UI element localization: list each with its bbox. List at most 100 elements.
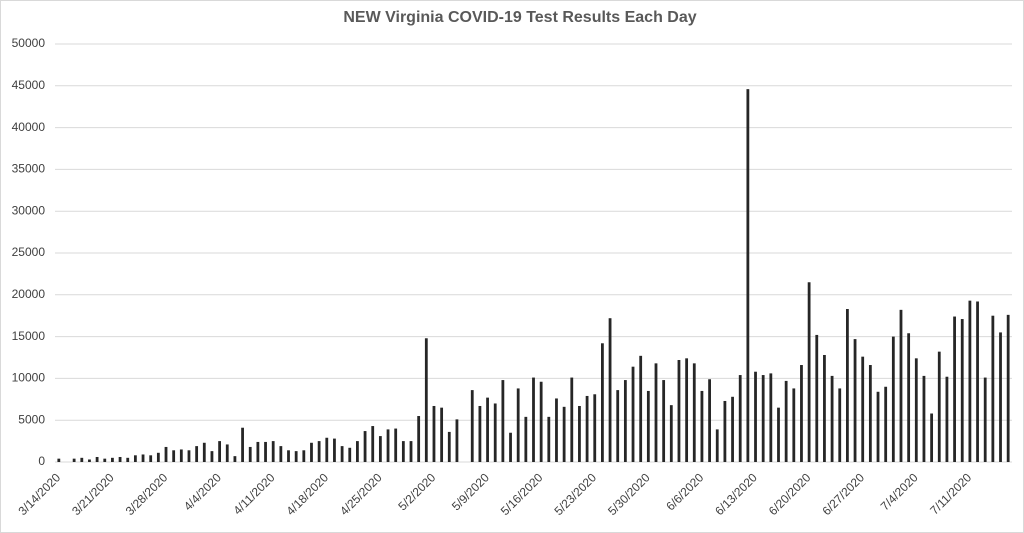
bar [593, 394, 597, 462]
bar [156, 452, 160, 462]
bar [509, 432, 512, 462]
bar [88, 459, 91, 462]
bar [907, 333, 911, 462]
bar [861, 356, 865, 462]
bar [953, 316, 956, 462]
bar [891, 336, 895, 462]
bar [983, 377, 987, 462]
bar [516, 388, 520, 462]
bar [1006, 314, 1010, 462]
bar [348, 447, 352, 462]
bar [317, 441, 321, 462]
bar [95, 456, 99, 462]
bar [310, 442, 313, 462]
bar [294, 451, 298, 462]
bar [164, 446, 168, 462]
bar [555, 398, 558, 462]
bar [853, 339, 857, 462]
bar [210, 451, 214, 462]
bar [845, 309, 849, 462]
bar [333, 438, 336, 462]
chart-title: NEW Virginia COVID-19 Test Results Each … [343, 9, 696, 26]
bar [677, 360, 681, 462]
bar [486, 397, 489, 462]
bar [118, 456, 122, 462]
bar [409, 441, 413, 462]
bar [233, 456, 237, 462]
bar [432, 405, 436, 462]
bar [769, 373, 773, 462]
bar [493, 403, 497, 462]
bar [424, 338, 428, 462]
bar [126, 457, 130, 462]
bar [639, 355, 643, 462]
bar [784, 380, 788, 462]
bar [685, 358, 689, 462]
y-tick-label: 50000 [12, 36, 46, 50]
y-tick-label: 30000 [12, 203, 46, 217]
bar [417, 416, 421, 462]
bar [524, 416, 528, 462]
y-tick-label: 45000 [12, 78, 46, 92]
bar [532, 377, 535, 462]
bar [172, 450, 176, 462]
bar [601, 343, 604, 462]
bar [287, 450, 290, 462]
bar [777, 407, 780, 462]
bar [914, 358, 918, 462]
bar [807, 282, 811, 462]
bar [692, 363, 696, 462]
bar [470, 390, 474, 462]
bar [631, 366, 635, 462]
bar [646, 390, 650, 462]
bar [715, 429, 719, 462]
bar [340, 446, 344, 462]
bar [455, 419, 459, 462]
bar [279, 446, 283, 462]
bar [394, 428, 398, 462]
bar [401, 441, 405, 462]
bar [202, 442, 206, 462]
bar [271, 441, 275, 462]
y-tick-label: 5000 [18, 412, 45, 426]
bar [976, 301, 979, 462]
bar [103, 458, 107, 462]
bar [356, 441, 359, 462]
bar [754, 371, 757, 462]
y-tick-label: 15000 [12, 329, 46, 343]
bar [585, 395, 589, 462]
bar [363, 431, 367, 462]
bar [562, 406, 566, 462]
bar [654, 363, 658, 462]
bar [478, 405, 482, 462]
bar [187, 450, 191, 462]
bar [876, 391, 880, 462]
bar [547, 416, 551, 462]
bar [386, 429, 390, 462]
bar [968, 300, 972, 462]
bar [800, 365, 803, 462]
bar [823, 354, 826, 462]
bar [447, 431, 451, 462]
bar [868, 365, 872, 462]
bar [371, 426, 375, 462]
bar [248, 446, 252, 462]
bar [930, 413, 934, 462]
bar [608, 318, 612, 462]
bar [922, 375, 926, 462]
bar [578, 405, 581, 462]
bar [792, 388, 796, 462]
bar [723, 400, 727, 462]
bar [700, 390, 704, 462]
bar [838, 388, 842, 462]
bar [669, 405, 673, 462]
bar [302, 450, 306, 462]
bar [616, 390, 620, 462]
bar [815, 334, 819, 462]
bar [225, 444, 229, 462]
bar [999, 332, 1002, 462]
bar [80, 457, 84, 462]
bar [708, 379, 711, 462]
bar [241, 427, 244, 462]
y-tick-label: 0 [38, 454, 45, 468]
